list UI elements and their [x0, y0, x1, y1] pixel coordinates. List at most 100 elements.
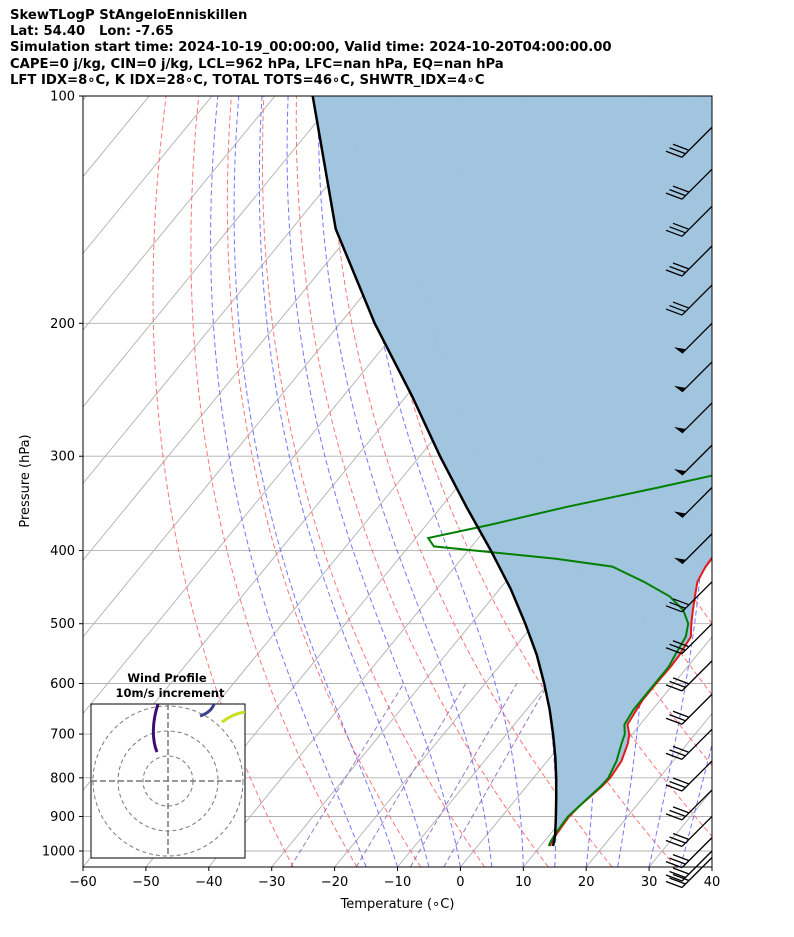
isotherm--110	[83, 96, 402, 485]
wind-barb	[665, 815, 713, 848]
barb-feather	[672, 867, 690, 875]
wind-barb	[665, 693, 713, 725]
barb-feather	[669, 680, 686, 688]
barb-feather	[672, 301, 690, 309]
series-layer	[311, 96, 712, 847]
chart-title: SkewTLogP StAngeloEnniskillen	[10, 8, 248, 23]
wind-barb	[674, 361, 713, 393]
barb-feather	[672, 873, 690, 882]
barb-feather	[672, 832, 690, 841]
barb-feather	[665, 192, 683, 200]
wind-barb	[665, 168, 713, 200]
barb-feather	[672, 677, 690, 685]
wind-barb	[665, 205, 713, 237]
chart-title-block: SkewTLogP StAngeloEnniskillen Lat: 54.40…	[10, 8, 612, 89]
hodograph-high	[221, 710, 245, 724]
barb-staff	[681, 533, 713, 565]
barb-feather	[665, 684, 683, 692]
moist-adiabat	[353, 96, 524, 867]
isotherm--130	[83, 96, 276, 331]
isotherm-40	[711, 866, 712, 867]
barb-feather	[665, 813, 683, 821]
barb-feather	[672, 806, 690, 814]
y-axis-title: Pressure (hPa)	[18, 434, 33, 527]
moist-adiabat	[210, 96, 367, 867]
barb-staff	[681, 660, 713, 692]
barb-feather	[672, 640, 690, 648]
barb-staff	[681, 728, 713, 760]
moist-adiabat	[286, 96, 461, 867]
barb-feather	[669, 265, 686, 274]
x-tick-label: 0	[456, 875, 464, 890]
wind-barb	[665, 789, 713, 821]
barb-feather	[665, 880, 683, 889]
barb-staff	[681, 789, 713, 821]
barb-staff	[681, 402, 713, 434]
x-tick-label: −40	[195, 875, 222, 890]
x-axis-title: Temperature (∘C)	[340, 897, 455, 912]
isotherm--120	[83, 96, 339, 408]
inset-title: Wind Profile	[127, 671, 207, 685]
x-tick-label: −60	[69, 875, 96, 890]
barb-staff	[681, 322, 713, 354]
barb-feather	[669, 780, 686, 789]
hodograph-mid	[199, 704, 216, 718]
barb-feather	[672, 262, 690, 270]
barb-flag	[674, 426, 686, 433]
y-tick-label: 700	[50, 728, 75, 743]
barb-feather	[672, 185, 690, 193]
isotherm--140	[83, 96, 213, 255]
barb-feather	[672, 222, 690, 230]
barb-staff	[681, 850, 713, 882]
wind-barb	[665, 850, 713, 882]
wind-barbs	[665, 126, 713, 889]
cape-cin-area	[312, 96, 712, 846]
wind-barb	[674, 444, 713, 476]
wind-barb	[674, 402, 713, 434]
wind-barb	[674, 533, 713, 565]
barb-staff	[681, 245, 713, 277]
barb-staff	[681, 205, 713, 237]
y-tick-label: 400	[50, 544, 75, 559]
dry-adiabat	[226, 96, 422, 867]
barb-feather	[672, 143, 690, 151]
mixing-ratio-line	[443, 683, 549, 867]
barb-feather	[669, 226, 686, 234]
axis-ticks: −60 −50 −40 −30 −20 −10 0 10 20 30 40 1000 900 800 700…	[42, 90, 720, 891]
wind-profile-inset: Wind Profile 10m/s increment	[90, 671, 246, 859]
barb-flag	[674, 469, 686, 476]
wind-barb	[665, 245, 713, 277]
index-line: LFT IDX=8∘C, K IDX=28∘C, TOTAL TOTS=46∘C…	[10, 72, 485, 88]
barb-feather	[665, 839, 683, 848]
barb-staff	[681, 126, 713, 158]
moist-adiabat	[258, 96, 430, 867]
barb-feather	[665, 269, 683, 277]
y-tick-label: 100	[50, 90, 75, 105]
mixing-ratio-line	[290, 683, 405, 867]
barb-staff	[681, 444, 713, 476]
y-tick-label: 500	[50, 617, 75, 632]
barb-feather	[669, 147, 686, 155]
barb-staff	[681, 815, 713, 847]
parcel-line	[311, 96, 558, 847]
moist-adiabat	[233, 96, 398, 867]
x-tick-label: 20	[578, 875, 595, 890]
barb-staff	[681, 581, 713, 613]
moist-adiabat	[317, 96, 493, 867]
isotherm--160	[83, 96, 87, 101]
barb-feather	[669, 857, 686, 865]
cape-fill-layer	[312, 96, 712, 846]
dry-adiabat	[190, 96, 358, 867]
isotherm-20	[585, 712, 712, 867]
dry-adiabat	[295, 96, 549, 867]
barb-staff	[681, 284, 713, 316]
barb-feather	[669, 749, 686, 757]
barb-feather	[665, 150, 683, 158]
wind-barb	[665, 623, 713, 655]
x-tick-label: −20	[321, 875, 348, 890]
barb-feather	[669, 809, 686, 818]
barb-staff	[681, 857, 713, 888]
y-tick-label: 1000	[42, 845, 75, 860]
barb-feather	[665, 874, 683, 882]
y-tick-label: 300	[50, 450, 75, 465]
